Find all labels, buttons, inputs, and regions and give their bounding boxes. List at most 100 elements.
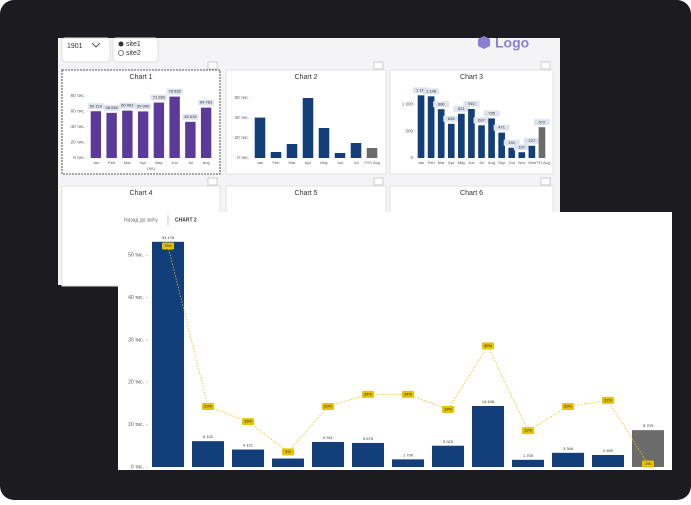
x-tick-label: Nov <box>518 160 525 165</box>
value-label: 5 911 <box>323 435 333 440</box>
info-button[interactable] <box>207 61 218 70</box>
share-label: 15% <box>244 419 252 424</box>
radio[interactable] <box>118 50 124 56</box>
y-tick-label: 0 тис. <box>73 155 85 160</box>
value-label: 906 <box>438 101 445 106</box>
share-label: 19% <box>444 407 452 412</box>
x-tick-label: Jan <box>418 160 424 165</box>
value-label: 735 <box>488 110 495 115</box>
y-tick-label: 0 <box>410 155 413 160</box>
y-tick-label: 20 тис. <box>235 135 249 140</box>
x-tick-label: May <box>320 160 328 165</box>
x-tick-label: Aug <box>488 160 495 165</box>
bar <box>153 102 165 158</box>
bar <box>169 96 180 158</box>
x-tick-label: Apr <box>305 160 312 165</box>
info-button[interactable] <box>540 177 551 186</box>
bar <box>286 144 298 158</box>
x-tick-label: Mar <box>124 160 132 165</box>
y-tick-label: 40 тис. <box>235 115 249 120</box>
bar <box>106 112 117 158</box>
bar <box>417 95 425 158</box>
bar <box>488 118 495 158</box>
value-label: 4 121 <box>243 443 254 448</box>
share-label-box <box>322 402 334 410</box>
bar <box>122 110 133 158</box>
y-tick-label: 1 000 <box>402 101 414 106</box>
value-label: 572 <box>539 119 546 124</box>
value-label: 1 146 <box>426 88 437 93</box>
share-label: 12% <box>524 428 532 433</box>
x-tick-label: Jun <box>468 160 474 165</box>
label-box <box>166 88 183 95</box>
value-label: 60 119 <box>90 103 103 108</box>
label-box <box>533 119 550 126</box>
x-tick-label: Sep <box>498 160 506 165</box>
share-label-box <box>482 342 494 350</box>
info-button[interactable] <box>373 177 384 186</box>
value-label: 635 <box>448 116 455 121</box>
year-value: 1901 <box>67 43 83 50</box>
bar <box>518 152 526 158</box>
share-label: 40% <box>484 343 492 348</box>
x-tick-label: Mar <box>289 160 297 165</box>
radio-selected[interactable] <box>118 41 124 47</box>
x-tick-label: Feb <box>428 160 436 165</box>
x-tick-label: Jun <box>171 160 177 165</box>
card-title: Chart 2 <box>295 74 318 81</box>
label-box <box>198 99 215 106</box>
bar <box>478 125 485 158</box>
label-box <box>423 88 440 95</box>
y-tick-label: 60 тис. <box>235 95 249 100</box>
site-filter <box>112 37 159 63</box>
focus-panel <box>118 212 672 470</box>
x-tick-label: Mar <box>438 160 446 165</box>
info-button[interactable] <box>540 61 551 70</box>
value-label: 5 675 <box>363 436 374 441</box>
bar <box>468 109 475 158</box>
x-tick-label: Apr <box>140 160 147 165</box>
value-label: 107 <box>518 144 525 149</box>
group-label: 1901 <box>147 166 157 171</box>
dropdown-arrow <box>91 42 101 48</box>
share-label: 73% <box>164 243 172 248</box>
x-tick-label: Jun <box>337 160 343 165</box>
bar <box>528 145 536 158</box>
back-button[interactable]: Назад до звіту <box>124 217 158 223</box>
label-box <box>413 87 430 94</box>
x-tick-label: Jul <box>188 160 193 165</box>
share-label: 20% <box>564 404 572 409</box>
value-label: 1 799 <box>403 452 414 457</box>
y-tick-label: 20 тис. <box>71 140 85 145</box>
bar <box>472 405 504 467</box>
label-box <box>463 101 480 107</box>
y-tick-label: 10 тис. <box>128 422 144 428</box>
x-tick-label: May <box>155 160 163 165</box>
share-label-box <box>362 390 374 398</box>
label-box <box>182 113 199 120</box>
info-button[interactable] <box>207 177 218 186</box>
bar <box>392 459 424 467</box>
y-tick-label: 500 <box>405 128 413 133</box>
bar <box>334 153 346 158</box>
value-label: 607 <box>478 117 485 122</box>
bar <box>538 127 546 158</box>
value-label: 910 <box>468 101 475 106</box>
value-label: 60 902 <box>121 103 134 108</box>
bar <box>312 441 344 467</box>
label-box <box>433 101 450 108</box>
year-dropdown[interactable] <box>61 37 111 63</box>
bar <box>352 442 384 467</box>
bar <box>90 111 102 158</box>
card-title: Chart 1 <box>130 74 153 81</box>
bar <box>185 121 196 158</box>
value-label: 71 282 <box>153 95 166 100</box>
x-tick-label: Feb <box>108 160 116 165</box>
info-button[interactable] <box>373 61 384 70</box>
bar <box>592 454 624 467</box>
y-tick-label: 40 тис. <box>128 295 144 301</box>
value-label: 3 346 <box>563 446 574 451</box>
value-label: 191 <box>508 140 515 145</box>
bar <box>512 459 544 467</box>
